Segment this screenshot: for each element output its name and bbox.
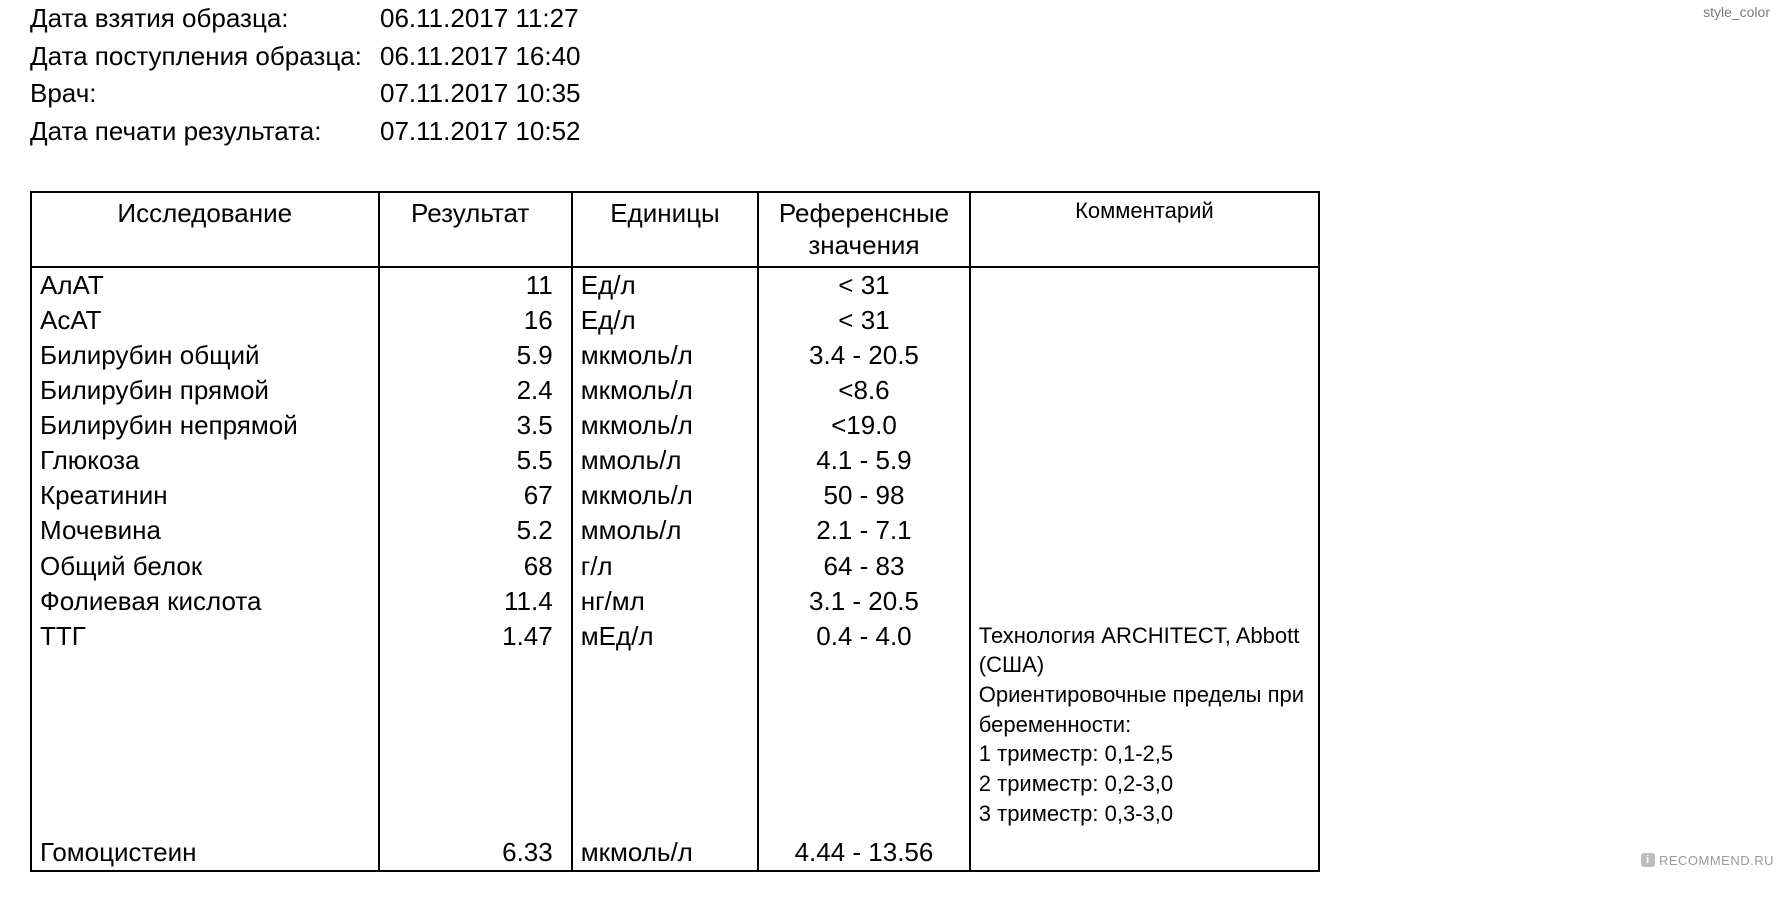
watermark-bottom-text: RECOMMEND.RU bbox=[1659, 853, 1774, 868]
table-row: Фолиевая кислота11.4нг/мл3.1 - 20.5 bbox=[31, 584, 1319, 619]
meta-row: Дата печати результата:07.11.2017 10:52 bbox=[30, 113, 1750, 151]
cell-result: 16 bbox=[379, 303, 572, 338]
results-table-head: Исследование Результат Единицы Референсн… bbox=[31, 192, 1319, 267]
meta-value: 06.11.2017 11:27 bbox=[380, 0, 579, 38]
lab-report-page: style_color Дата взятия образца:06.11.20… bbox=[0, 0, 1780, 872]
cell-test: Билирубин общий bbox=[31, 338, 379, 373]
results-table-body: АлАТ11Ед/л< 31АсАТ16Ед/л< 31Билирубин об… bbox=[31, 267, 1319, 871]
cell-comment: Технология ARCHITECT, Abbott (США)Ориент… bbox=[970, 619, 1319, 835]
results-table: Исследование Результат Единицы Референсн… bbox=[30, 191, 1320, 872]
cell-unit: мкмоль/л bbox=[572, 835, 758, 871]
cell-comment bbox=[970, 303, 1319, 338]
table-row: Билирубин прямой2.4мкмоль/л<8.6 bbox=[31, 373, 1319, 408]
cell-unit: ммоль/л bbox=[572, 513, 758, 548]
cell-unit: мкмоль/л bbox=[572, 408, 758, 443]
watermark-bottom-right: i RECOMMEND.RU bbox=[1641, 853, 1774, 868]
cell-ref: 4.44 - 13.56 bbox=[758, 835, 970, 871]
table-row: Мочевина5.2ммоль/л2.1 - 7.1 bbox=[31, 513, 1319, 548]
watermark-badge-icon: i bbox=[1641, 853, 1655, 867]
meta-value: 07.11.2017 10:52 bbox=[380, 113, 580, 151]
meta-value: 06.11.2017 16:40 bbox=[380, 38, 580, 76]
col-header-ref: Референсные значения bbox=[758, 192, 970, 267]
cell-test: Общий белок bbox=[31, 549, 379, 584]
cell-ref: 2.1 - 7.1 bbox=[758, 513, 970, 548]
cell-unit: Ед/л bbox=[572, 303, 758, 338]
cell-comment bbox=[970, 549, 1319, 584]
table-row: Билирубин непрямой3.5мкмоль/л<19.0 bbox=[31, 408, 1319, 443]
cell-unit: мкмоль/л bbox=[572, 338, 758, 373]
watermark-top-right: style_color bbox=[1703, 4, 1770, 20]
cell-ref: 50 - 98 bbox=[758, 478, 970, 513]
cell-ref: <8.6 bbox=[758, 373, 970, 408]
cell-comment bbox=[970, 478, 1319, 513]
cell-result: 1.47 bbox=[379, 619, 572, 835]
cell-test: АсАТ bbox=[31, 303, 379, 338]
cell-test: АлАТ bbox=[31, 267, 379, 303]
table-row: АлАТ11Ед/л< 31 bbox=[31, 267, 1319, 303]
cell-result: 2.4 bbox=[379, 373, 572, 408]
cell-unit: мкмоль/л bbox=[572, 373, 758, 408]
cell-ref: 4.1 - 5.9 bbox=[758, 443, 970, 478]
cell-comment bbox=[970, 267, 1319, 303]
cell-unit: нг/мл bbox=[572, 584, 758, 619]
table-row: Билирубин общий5.9мкмоль/л3.4 - 20.5 bbox=[31, 338, 1319, 373]
cell-comment bbox=[970, 513, 1319, 548]
cell-unit: Ед/л bbox=[572, 267, 758, 303]
col-header-test: Исследование bbox=[31, 192, 379, 267]
meta-row: Дата поступления образца:06.11.2017 16:4… bbox=[30, 38, 1750, 76]
cell-test: Фолиевая кислота bbox=[31, 584, 379, 619]
col-header-unit: Единицы bbox=[572, 192, 758, 267]
cell-ref: 3.1 - 20.5 bbox=[758, 584, 970, 619]
cell-result: 68 bbox=[379, 549, 572, 584]
cell-comment bbox=[970, 584, 1319, 619]
cell-ref: <19.0 bbox=[758, 408, 970, 443]
meta-value: 07.11.2017 10:35 bbox=[380, 75, 580, 113]
cell-result: 3.5 bbox=[379, 408, 572, 443]
cell-result: 11 bbox=[379, 267, 572, 303]
cell-result: 5.9 bbox=[379, 338, 572, 373]
cell-ref: 64 - 83 bbox=[758, 549, 970, 584]
cell-test: Глюкоза bbox=[31, 443, 379, 478]
table-row: Общий белок68г/л64 - 83 bbox=[31, 549, 1319, 584]
cell-result: 5.2 bbox=[379, 513, 572, 548]
table-row: Креатинин67мкмоль/л50 - 98 bbox=[31, 478, 1319, 513]
cell-comment bbox=[970, 835, 1319, 871]
cell-result: 5.5 bbox=[379, 443, 572, 478]
meta-label: Дата взятия образца: bbox=[30, 0, 380, 38]
meta-label: Врач: bbox=[30, 75, 380, 113]
meta-row: Дата взятия образца:06.11.2017 11:27 bbox=[30, 0, 1750, 38]
meta-row: Врач:07.11.2017 10:35 bbox=[30, 75, 1750, 113]
cell-comment bbox=[970, 373, 1319, 408]
table-row: АсАТ16Ед/л< 31 bbox=[31, 303, 1319, 338]
meta-label: Дата печати результата: bbox=[30, 113, 380, 151]
cell-unit: г/л bbox=[572, 549, 758, 584]
cell-test: Мочевина bbox=[31, 513, 379, 548]
cell-ref: < 31 bbox=[758, 267, 970, 303]
cell-test: Гомоцистеин bbox=[31, 835, 379, 871]
cell-ref: 0.4 - 4.0 bbox=[758, 619, 970, 835]
cell-result: 6.33 bbox=[379, 835, 572, 871]
metadata-block: Дата взятия образца:06.11.2017 11:27Дата… bbox=[30, 0, 1750, 151]
col-header-comment: Комментарий bbox=[970, 192, 1319, 267]
cell-unit: ммоль/л bbox=[572, 443, 758, 478]
meta-label: Дата поступления образца: bbox=[30, 38, 380, 76]
table-row: Гомоцистеин6.33мкмоль/л4.44 - 13.56 bbox=[31, 835, 1319, 871]
table-row: ТТГ1.47мЕд/л0.4 - 4.0Технология ARCHITEC… bbox=[31, 619, 1319, 835]
cell-comment bbox=[970, 408, 1319, 443]
cell-comment bbox=[970, 443, 1319, 478]
cell-test: ТТГ bbox=[31, 619, 379, 835]
table-row: Глюкоза5.5ммоль/л4.1 - 5.9 bbox=[31, 443, 1319, 478]
cell-test: Билирубин непрямой bbox=[31, 408, 379, 443]
cell-result: 67 bbox=[379, 478, 572, 513]
col-header-result: Результат bbox=[379, 192, 572, 267]
cell-unit: мЕд/л bbox=[572, 619, 758, 835]
cell-comment bbox=[970, 338, 1319, 373]
cell-result: 11.4 bbox=[379, 584, 572, 619]
cell-test: Креатинин bbox=[31, 478, 379, 513]
cell-unit: мкмоль/л bbox=[572, 478, 758, 513]
cell-ref: 3.4 - 20.5 bbox=[758, 338, 970, 373]
cell-ref: < 31 bbox=[758, 303, 970, 338]
cell-test: Билирубин прямой bbox=[31, 373, 379, 408]
